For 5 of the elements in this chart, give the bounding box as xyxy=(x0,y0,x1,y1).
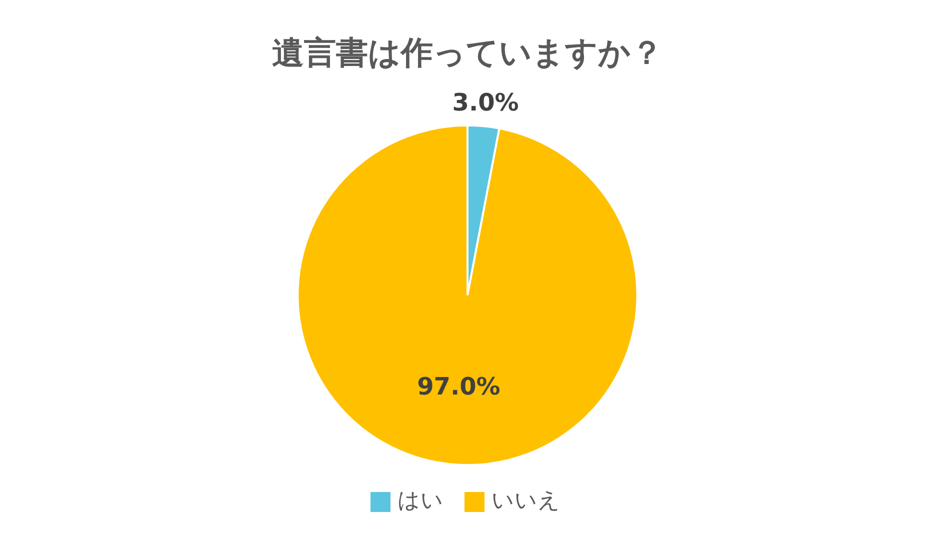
legend-label: いいえ xyxy=(492,488,560,514)
data-label: 97.0% xyxy=(417,372,500,400)
chart-title: 遺言書は作っていますか？ xyxy=(272,34,663,72)
legend-label: はい xyxy=(398,488,444,514)
data-label: 3.0% xyxy=(452,88,519,116)
